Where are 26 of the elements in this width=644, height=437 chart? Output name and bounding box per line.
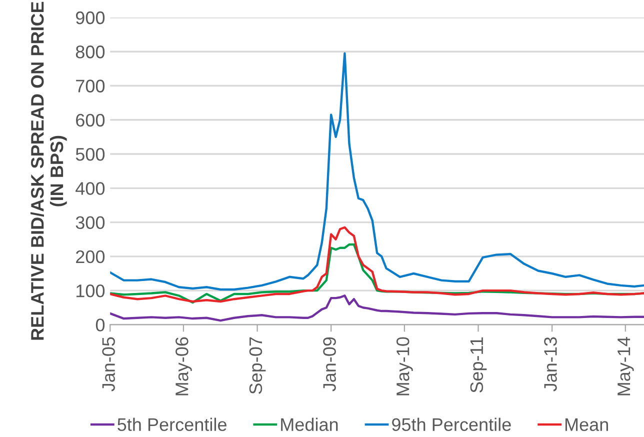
- y-tick-label: 600: [76, 114, 105, 127]
- x-tick-label: Jan-13: [544, 337, 557, 392]
- x-tick-label: Sep-11: [470, 337, 487, 393]
- y-tick-label: 400: [76, 182, 105, 195]
- y-tick-label: 0: [96, 318, 105, 332]
- y-tick-label: 100: [76, 284, 105, 298]
- x-tick-label: May-06: [176, 337, 192, 396]
- x-tick-label: May-14: [618, 337, 634, 396]
- x-tick-label: May-10: [396, 337, 413, 396]
- legend-label: 5th Percentile: [118, 418, 226, 432]
- legend-label: Median: [281, 418, 338, 432]
- legend-label: Mean: [565, 418, 608, 432]
- x-tick-label: Jan-09: [323, 337, 336, 392]
- y-axis-title: RELATIVE BID/ASK SPREAD ON PRICE (IN BPS): [30, 2, 67, 340]
- y-tick-label: 900: [76, 11, 105, 24]
- x-tick-label: Jan-05: [102, 337, 115, 392]
- line-series: [110, 226, 644, 303]
- y-tick-label: 500: [76, 148, 105, 161]
- x-tick-label: Sep-07: [249, 337, 266, 394]
- line-series: [110, 294, 644, 322]
- y-tick-label: 200: [76, 250, 105, 264]
- line-series: [110, 52, 644, 291]
- y-tick-label: 700: [76, 80, 105, 92]
- legend-label: 95th Percentile: [392, 418, 511, 432]
- y-tick-label: 300: [76, 216, 105, 230]
- y-tick-label: 800: [76, 46, 105, 58]
